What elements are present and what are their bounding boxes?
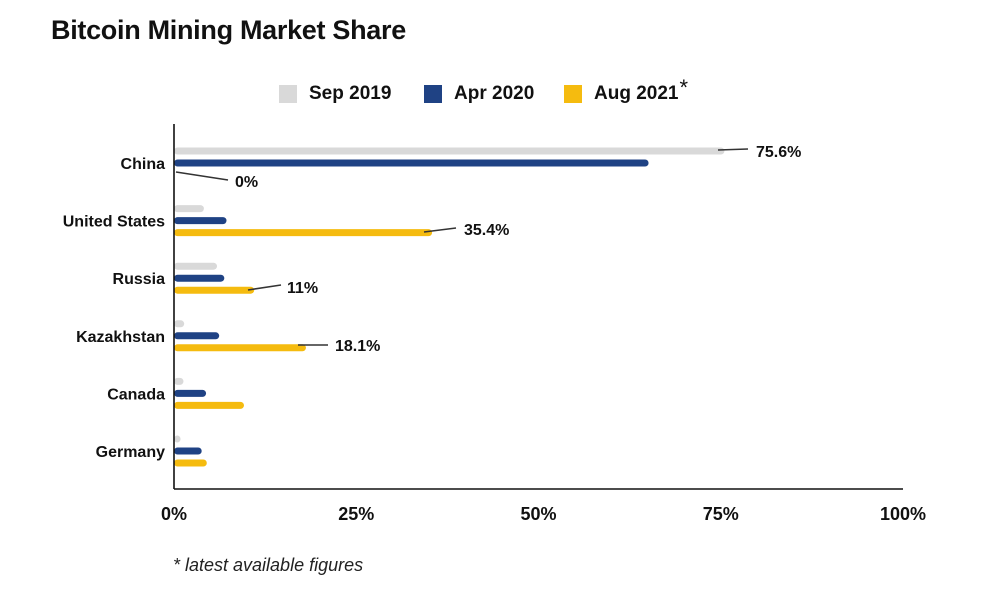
leader-line-russia-aug-2021 (247, 284, 282, 291)
category-label-united-states: United States (63, 214, 165, 231)
data-label-china-sep-2019: 75.6% (756, 144, 801, 161)
bar-united-states-apr-2020 (174, 217, 227, 225)
bar-russia-sep-2019 (174, 262, 218, 270)
bar-russia-aug-2021 (174, 286, 255, 294)
legend-swatch-apr-2020 (424, 85, 442, 103)
data-label-russia-aug-2021: 11% (287, 280, 318, 297)
legend-item-sep-2019: Sep 2019 (279, 79, 391, 109)
bar-canada-sep-2019 (174, 377, 184, 385)
legend: Sep 2019 Apr 2020 Aug 2021 * (0, 75, 1000, 109)
data-label-china-aug-2021: 0% (235, 174, 258, 191)
category-label-germany: Germany (96, 444, 165, 461)
bar-germany-aug-2021 (174, 459, 207, 467)
legend-label-sep-2019: Sep 2019 (309, 83, 392, 104)
bar-germany-apr-2020 (174, 447, 202, 455)
category-label-russia: Russia (113, 271, 166, 288)
x-tick-label-75: 75% (703, 504, 739, 524)
bar-kazakhstan-sep-2019 (174, 320, 185, 328)
bar-canada-aug-2021 (174, 401, 244, 409)
category-label-china: China (121, 156, 166, 173)
x-tick-label-0: 0% (161, 504, 187, 524)
bar-russia-apr-2020 (174, 274, 225, 282)
x-tick-label-25: 25% (338, 504, 374, 524)
leader-line-china-aug-2021 (175, 171, 229, 181)
data-label-united-states-aug-2021: 35.4% (464, 222, 509, 239)
legend-item-aug-2021: Aug 2021 * (564, 75, 688, 109)
bar-united-states-sep-2019 (174, 205, 204, 213)
legend-label-aug-2021: Aug 2021 (594, 83, 679, 104)
bar-china-sep-2019 (174, 147, 725, 155)
x-tick-label-50: 50% (520, 504, 556, 524)
legend-label-apr-2020: Apr 2020 (454, 83, 535, 104)
x-tick-label-100: 100% (880, 504, 926, 524)
bar-kazakhstan-aug-2021 (174, 344, 306, 352)
leader-line-united-states-aug-2021 (423, 227, 457, 233)
bar-canada-apr-2020 (174, 389, 207, 397)
bar-united-states-aug-2021 (174, 229, 433, 237)
leader-line-china-sep-2019 (717, 148, 749, 151)
category-label-canada: Canada (107, 386, 165, 403)
category-label-kazakhstan: Kazakhstan (76, 329, 165, 346)
legend-swatch-sep-2019 (279, 85, 297, 103)
bar-germany-sep-2019 (174, 435, 181, 443)
legend-swatch-aug-2021 (564, 85, 582, 103)
bar-kazakhstan-apr-2020 (174, 332, 220, 340)
legend-item-apr-2020: Apr 2020 (424, 79, 534, 109)
chart-title: Bitcoin Mining Market Share (51, 15, 406, 45)
footnote: * latest available figures (173, 555, 364, 575)
legend-asterisk: * (679, 75, 689, 100)
bar-china-apr-2020 (174, 159, 649, 167)
data-label-kazakhstan-aug-2021: 18.1% (335, 338, 380, 355)
